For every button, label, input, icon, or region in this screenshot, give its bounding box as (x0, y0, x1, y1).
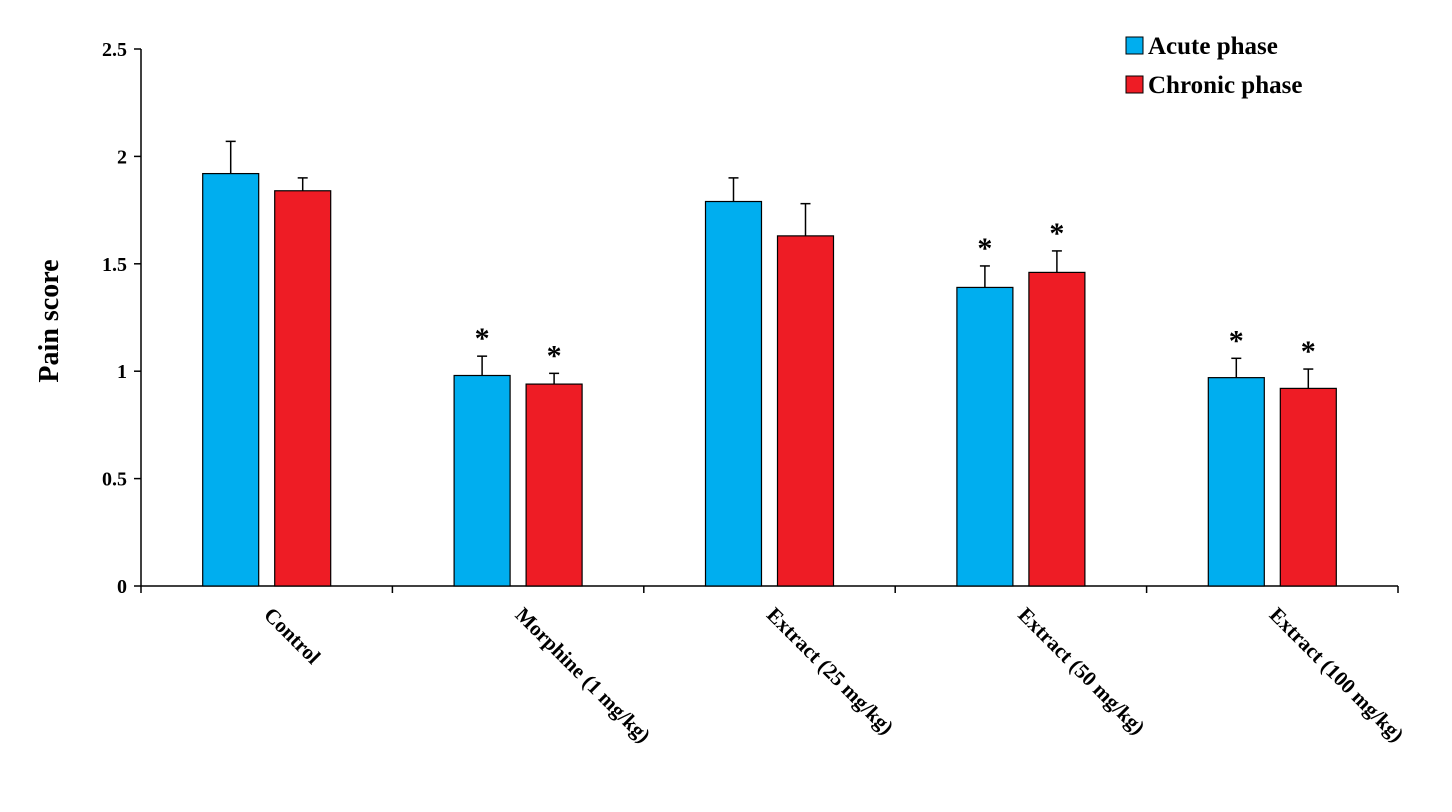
legend: Acute phase Chronic phase (1125, 33, 1302, 99)
bar-acute (453, 374, 511, 587)
legend-label: Acute phase (1148, 33, 1278, 60)
significance-marker: * (1301, 335, 1316, 368)
legend-swatch (1125, 36, 1144, 55)
x-category-label: Extract (25 mg/kg) (762, 603, 899, 740)
bar-chronic (525, 383, 583, 587)
bar-chronic (776, 235, 835, 587)
significance-marker: * (1049, 217, 1064, 250)
significance-marker: * (977, 232, 992, 265)
y-tick-label: 1.5 (102, 254, 127, 276)
y-tick-label: 2 (117, 146, 127, 168)
y-tick-label: 0.5 (102, 469, 127, 491)
significance-marker: * (547, 339, 562, 372)
y-tick-label: 1 (117, 361, 127, 383)
x-category-label: Control (259, 603, 325, 669)
x-category-label: Extract (100 mg/kg) (1265, 603, 1409, 747)
bars (202, 140, 1337, 587)
x-category-label: Morphine (1 mg/kg) (511, 603, 656, 748)
bar-acute (202, 172, 260, 587)
axes (134, 48, 1399, 593)
bar-acute (1207, 377, 1265, 587)
significance-marker: * (1229, 324, 1244, 357)
significance-marker: * (475, 322, 490, 355)
bar-chronic (1028, 271, 1086, 587)
y-tick-label: 0 (117, 576, 127, 598)
y-axis-title: Pain score (34, 259, 65, 382)
bar-chronic (1279, 387, 1337, 587)
x-category-label: Extract (50 mg/kg) (1013, 603, 1150, 740)
legend-swatch (1125, 75, 1144, 94)
y-tick-label: 2.5 (102, 39, 127, 61)
bar-chronic (274, 190, 332, 587)
bar-acute (704, 200, 763, 587)
legend-label: Chronic phase (1148, 72, 1302, 99)
bar-acute (956, 286, 1014, 587)
